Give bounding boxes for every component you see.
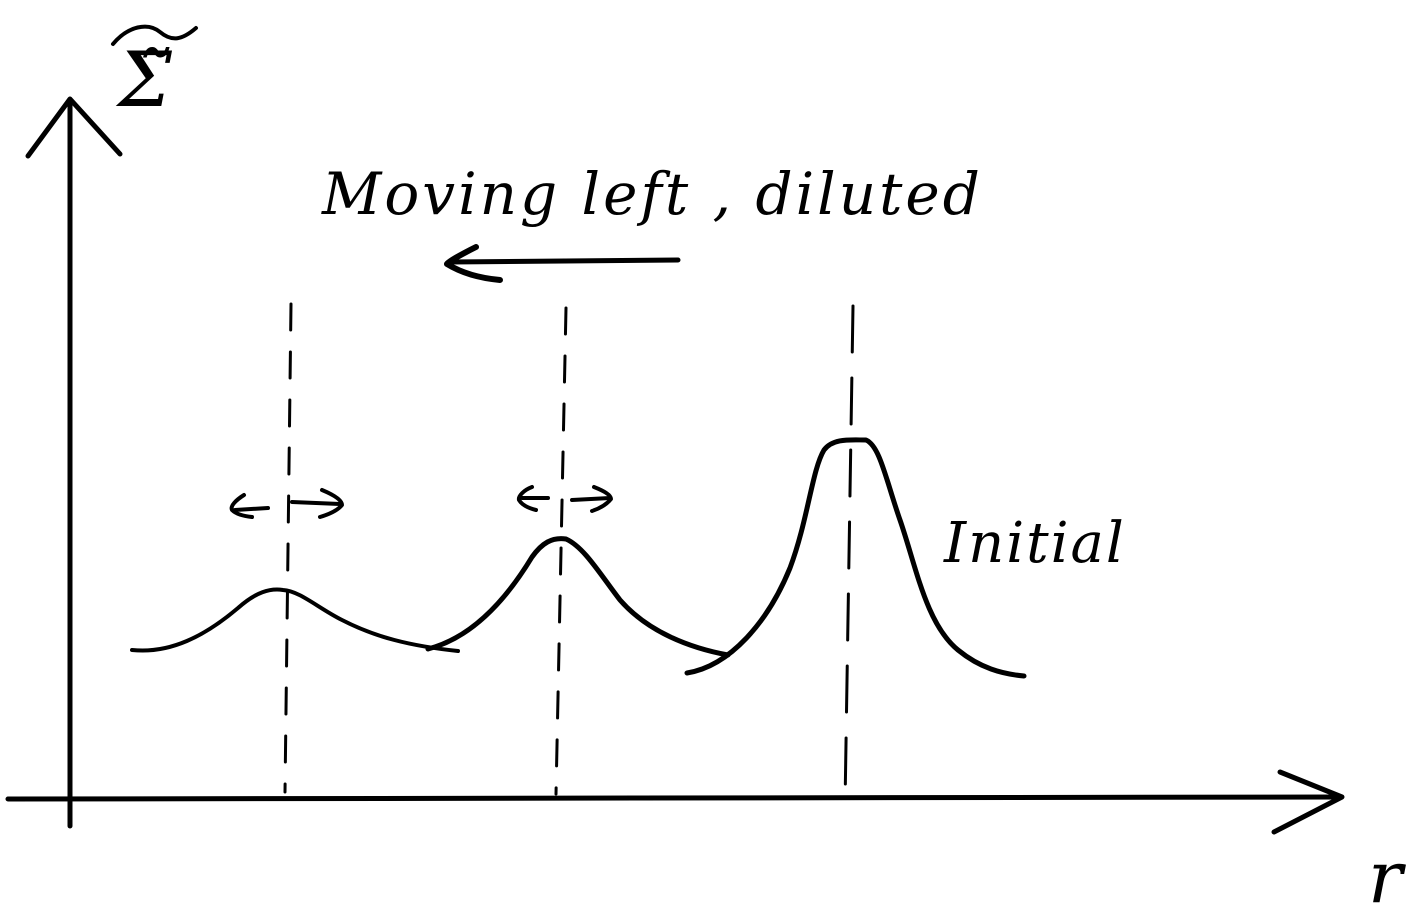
peak-marker-left (283, 302, 293, 794)
left-arrow (444, 244, 681, 283)
curve-initial (684, 437, 1027, 679)
peak-marker-right (843, 304, 855, 808)
peak-marker-middle (554, 306, 568, 796)
x-axis-label: r (1368, 835, 1406, 919)
spread-arrows-left (229, 488, 344, 519)
curve-diluted (130, 587, 460, 653)
curve-label-initial: Initial (943, 511, 1126, 576)
curve-intermediate (425, 536, 731, 658)
y-axis-label-group: Σ̃ (111, 24, 198, 124)
motion-label: Moving left , diluted (321, 160, 983, 228)
y-axis (25, 96, 123, 829)
x-axis (5, 769, 1345, 835)
spread-arrows-middle (516, 485, 613, 513)
y-axis-label: Σ̃ (115, 35, 173, 124)
